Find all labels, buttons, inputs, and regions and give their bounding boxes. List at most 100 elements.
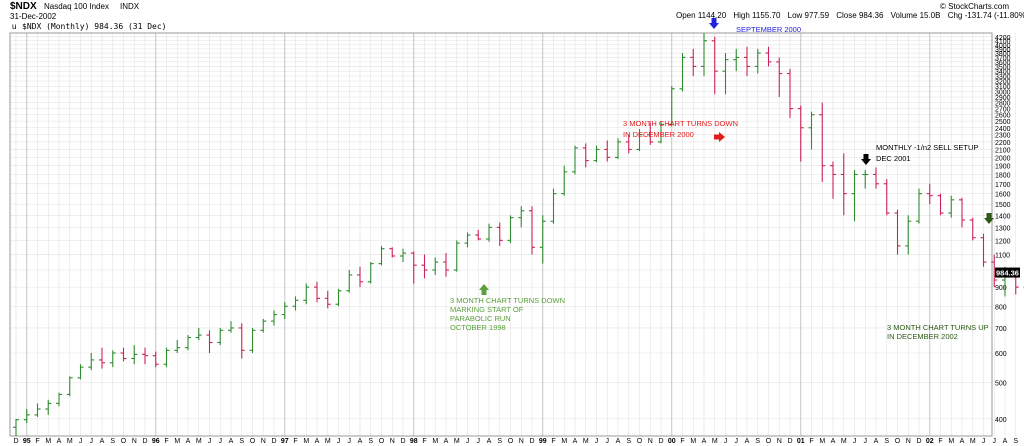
y-tick-label: 1300 [995, 225, 1011, 232]
ohlc-bar [271, 310, 277, 326]
x-tick-label: D [400, 438, 405, 445]
y-tick-label: 3900 [995, 47, 1011, 54]
chart-date: 31-Dec-2002 [10, 12, 57, 21]
x-tick-label: 99 [539, 438, 547, 445]
x-tick-label: J [595, 438, 599, 445]
x-tick-label: A [1003, 438, 1008, 445]
x-tick-label: S [239, 438, 244, 445]
annotation-text: PARABOLIC RUN [450, 314, 511, 323]
x-axis: D 95 F M A M J J A S O N D 96 F M A M J J A S O N D 97 F M A M J J A S O N D… [13, 438, 1024, 445]
x-tick-label: M [819, 438, 825, 445]
x-tick-label: O [508, 438, 514, 445]
x-tick-label: A [616, 438, 621, 445]
x-tick-label: F [809, 438, 813, 445]
ohlc-bar [658, 121, 664, 144]
ohlc-bar [647, 122, 654, 145]
ohlc-bar [131, 345, 138, 365]
ohlc-bar [830, 161, 836, 199]
y-tick-label: 600 [995, 351, 1007, 358]
volume-value: 15.0B [919, 11, 941, 20]
x-tick-label: A [358, 438, 363, 445]
ohlc-bar [357, 266, 363, 288]
x-tick-label: J [219, 438, 223, 445]
green-up-arrow-icon [479, 284, 489, 295]
y-tick-label: 3600 [995, 60, 1011, 67]
ohlc-bar [948, 195, 955, 218]
high-value: 1155.70 [752, 11, 781, 20]
ohlc-bar [152, 351, 159, 368]
chart-legend: $NDX (Monthly) 984.36 (31 Dec) [22, 22, 167, 31]
y-tick-label: 2500 [995, 119, 1011, 126]
y-tick-label: 3500 [995, 64, 1011, 71]
y-tick-label: 3400 [995, 69, 1011, 76]
ohlc-bar [937, 193, 944, 216]
ohlc-bar [453, 240, 460, 272]
ohlc-bar [13, 418, 19, 436]
x-tick-label: N [390, 438, 395, 445]
annotation-text: DEC 2001 [876, 154, 911, 163]
legend-prefix: u [12, 22, 17, 31]
ohlc-bars [13, 33, 1024, 436]
ohlc-bar [701, 33, 707, 77]
x-tick-label: 97 [281, 438, 289, 445]
ohlc-bar [797, 105, 804, 162]
x-tick-label: J [982, 438, 986, 445]
ohlc-bar [88, 352, 95, 371]
ohlc-bar [443, 253, 449, 277]
annotation-text: IN DECEMBER 2002 [887, 332, 958, 341]
ohlc-bar [367, 262, 374, 284]
ohlc-bar [529, 206, 535, 255]
x-tick-label: F [551, 438, 555, 445]
y-tick-label: 3300 [995, 74, 1011, 81]
ohlc-bar [163, 347, 170, 368]
x-tick-label: O [121, 438, 127, 445]
x-tick-label: D [787, 438, 792, 445]
x-tick-label: J [853, 438, 857, 445]
black-down-arrow-icon [861, 154, 871, 165]
annotation-text: 3 MONTH CHART TURNS DOWN [450, 296, 565, 305]
y-tick-label: 2100 [995, 147, 1011, 154]
ohlc-bar [238, 323, 245, 359]
ohlc-bar [765, 46, 772, 67]
x-tick-label: S [884, 438, 889, 445]
ohlc-bar [969, 217, 976, 241]
ohlc-bar [905, 215, 912, 255]
ohlc-bar [109, 350, 116, 368]
x-tick-label: J [337, 438, 341, 445]
ohlc-bar [991, 254, 998, 288]
ohlc-bar [550, 188, 557, 224]
x-tick-label: A [444, 438, 449, 445]
ohlc-bar [185, 335, 191, 351]
x-tick-label: M [174, 438, 180, 445]
ohlc-bar [324, 290, 331, 309]
x-tick-label: D [916, 438, 921, 445]
x-tick-label: S [368, 438, 373, 445]
low-value: 977.59 [804, 11, 830, 20]
ohlc-bar [281, 302, 288, 319]
x-tick-label: 02 [926, 438, 934, 445]
x-tick-label: A [745, 438, 750, 445]
ohlc-bar [883, 179, 890, 216]
x-tick-label: J [348, 438, 352, 445]
y-tick-label: 4200 [995, 35, 1011, 42]
y-tick-label: 2600 [995, 113, 1011, 120]
x-tick-label: 00 [668, 438, 676, 445]
open-value: 1144.20 [697, 11, 727, 20]
ohlc-bar [754, 48, 761, 74]
ohlc-bar [787, 68, 793, 118]
y-tick-label: 1200 [995, 238, 1011, 245]
blue-down-arrow-icon [709, 18, 719, 29]
ticker-symbol: $NDX [10, 1, 37, 12]
ohlc-bar [604, 140, 611, 162]
y-tick-label: 3200 [995, 79, 1011, 86]
ohlc-bar [539, 215, 546, 264]
x-tick-label: J [993, 438, 997, 445]
x-tick-label: A [100, 438, 105, 445]
y-tick-label: 900 [995, 285, 1007, 292]
ohlc-bar [314, 281, 320, 303]
ohlc-bar [56, 392, 62, 407]
ohlc-bar [217, 327, 224, 346]
x-tick-label: F [293, 438, 297, 445]
ohlc-bar [679, 53, 686, 92]
